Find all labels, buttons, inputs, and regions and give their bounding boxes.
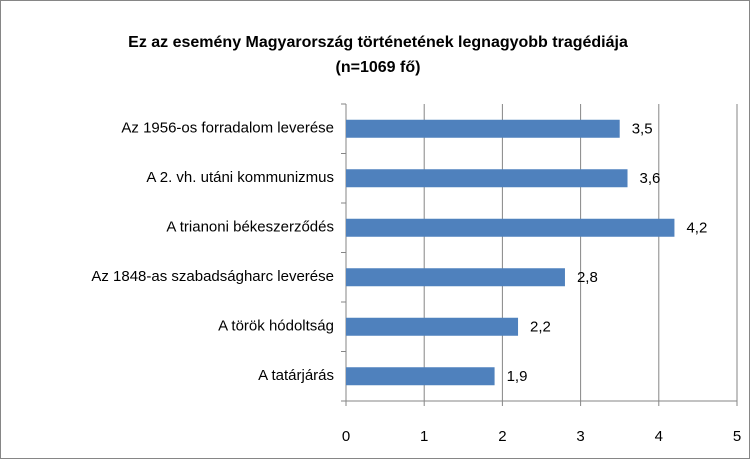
- x-tick-label: 3: [576, 428, 584, 445]
- value-label: 2,2: [530, 319, 551, 336]
- bar: [346, 169, 628, 188]
- y-tick-label: Az 1848-as szabadságharc leverése: [91, 268, 334, 285]
- x-tick-label: 1: [420, 428, 428, 445]
- value-label: 2,8: [577, 269, 598, 286]
- bar: [346, 367, 495, 386]
- x-tick-label: 0: [342, 428, 350, 445]
- bar: [346, 317, 519, 336]
- bar: [346, 119, 620, 138]
- x-tick-label: 2: [498, 428, 506, 445]
- bar: [346, 268, 565, 287]
- value-label: 3,5: [632, 121, 653, 138]
- y-tick-label: A trianoni békeszerződés: [166, 219, 334, 236]
- y-tick-label: A török hódoltság: [218, 318, 334, 335]
- x-tick-label: 5: [733, 428, 741, 445]
- chart-subtitle: (n=1069 fő): [336, 59, 421, 76]
- y-tick-label: A tatárjárás: [258, 367, 334, 384]
- x-tick-label: 4: [655, 428, 663, 445]
- value-label: 1,9: [507, 368, 528, 385]
- value-label: 4,2: [686, 220, 707, 237]
- y-tick-label: Az 1956-os forradalom leverése: [121, 120, 334, 137]
- bar: [346, 218, 675, 237]
- chart-title: Ez az esemény Magyarország történetének …: [128, 34, 628, 51]
- y-tick-label: A 2. vh. utáni kommunizmus: [146, 169, 334, 186]
- value-label: 3,6: [640, 170, 661, 187]
